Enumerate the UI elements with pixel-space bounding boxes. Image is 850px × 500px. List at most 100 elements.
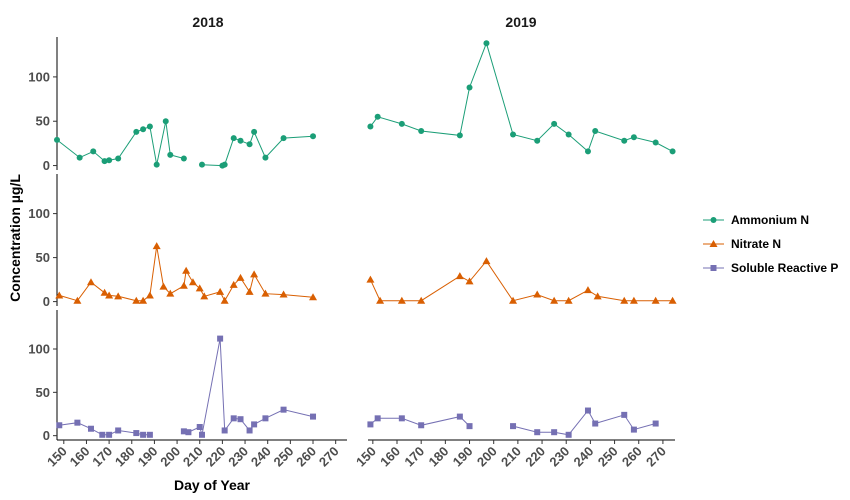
data-point [250,270,259,278]
x-tick-label: 170 [401,444,427,470]
data-point [114,292,123,300]
data-point [551,120,558,127]
data-point [374,415,381,422]
data-point [652,420,659,427]
data-point [145,291,154,299]
series-line [369,41,673,153]
data-point [200,292,209,300]
data-point [229,280,238,288]
y-tick-label: 0 [43,294,50,309]
data-point [651,296,660,304]
data-point [251,421,258,428]
x-tick-label: 250 [595,444,621,470]
series-ammonium-n-2019 [367,40,676,155]
legend-key-marker [710,265,717,271]
x-tick-label: 270 [316,444,342,470]
x-axis-title: Day of Year [174,477,251,493]
data-point [261,289,270,297]
x-tick-label: 210 [498,444,524,470]
series-line [183,338,314,435]
data-point [262,154,269,161]
data-point [621,137,628,144]
data-point [629,296,638,304]
data-point [196,424,203,430]
data-point [398,120,405,127]
data-point [115,155,122,162]
series-line [201,130,314,167]
data-point [509,296,518,304]
data-point [367,123,374,130]
data-point [466,84,473,91]
data-point [237,137,244,144]
x-tick-label: 230 [546,444,572,470]
data-point [482,257,491,265]
data-point [76,154,83,161]
y-tick-label: 0 [43,158,50,173]
data-point [251,128,258,135]
x-tick-label: 210 [180,444,206,470]
data-point [133,128,140,135]
data-point [106,431,113,438]
x-tick-label: 170 [89,444,115,470]
data-point [216,287,225,295]
data-point [166,289,175,297]
data-point [86,278,95,286]
data-point [55,291,64,299]
data-point [534,429,541,436]
data-point [153,161,160,168]
data-point [246,141,253,148]
data-point [90,148,97,155]
data-point [630,426,637,433]
data-point [584,148,591,155]
data-point [162,118,169,125]
data-point [54,136,60,143]
data-point [366,275,375,283]
legend-key-marker [709,240,718,247]
data-point [397,296,406,304]
series-soluble-reactive-p-2019 [367,407,659,438]
data-point [199,431,205,438]
data-point [217,335,224,342]
data-point [180,428,187,435]
data-point [483,40,490,47]
x-tick-label: 180 [426,444,452,470]
data-point [106,157,113,164]
data-point [179,281,188,289]
x-tick-label: 160 [377,444,403,470]
data-point [621,411,628,418]
x-tick-label: 240 [571,444,597,470]
data-point [310,413,317,420]
x-tick-label: 220 [522,444,548,470]
data-point [584,407,591,414]
y-tick-label: 50 [36,385,50,400]
data-point [56,422,63,429]
data-point [221,427,228,434]
data-point [620,296,629,304]
data-point [230,415,237,422]
data-point [669,148,676,155]
data-point [180,155,187,162]
data-point [220,296,229,304]
data-point [139,296,148,304]
x-tick-label: 240 [248,444,274,470]
data-point [465,277,474,285]
y-tick-label: 100 [28,69,50,84]
legend: Ammonium N Nitrate N Soluble Reactive P [703,213,838,275]
series-line [369,260,673,302]
x-tick-label: 220 [203,444,229,470]
data-point [510,423,517,430]
data-point [510,131,517,138]
data-point [418,422,425,429]
x-tick-label: 200 [474,444,500,470]
facet-title-2019: 2019 [505,14,536,30]
data-point [367,421,374,428]
y-tick-label: 100 [28,206,50,221]
data-point [115,427,122,434]
data-point [533,290,542,298]
data-point [99,431,106,438]
data-point [262,415,269,422]
data-point [309,293,318,301]
data-point [87,425,94,432]
data-point [310,133,317,140]
data-point [185,429,192,436]
